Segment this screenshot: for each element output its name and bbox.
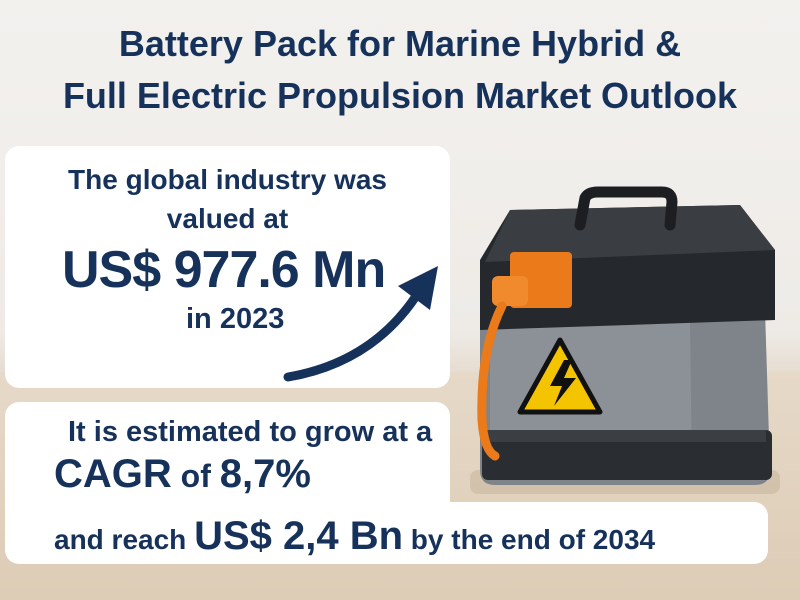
valuation-line1: The global industry was <box>68 164 387 195</box>
page-title-line2: Full Electric Propulsion Market Outlook <box>62 75 738 116</box>
connector-cable <box>477 301 507 461</box>
valuation-card <box>5 146 450 388</box>
battery-foot-top <box>488 430 766 442</box>
valuation-year: in 2023 <box>186 303 285 335</box>
valuation-line2: valued at <box>166 203 289 234</box>
connector-plug <box>492 276 528 306</box>
high-voltage-warning-icon <box>517 337 603 415</box>
valuation-amount: US$ 977.6 Mn <box>62 241 386 299</box>
battery-foot <box>482 430 772 480</box>
cagr-of: of <box>171 458 220 494</box>
reach-value: US$ 2,4 Bn <box>194 514 404 558</box>
cagr-line: CAGR of 8,7% <box>54 452 311 497</box>
reach-prefix: and reach <box>54 524 195 555</box>
battery-handle <box>574 186 678 231</box>
battery-lid-top <box>485 205 775 262</box>
growth-intro: It is estimated to grow at a <box>68 416 433 448</box>
cagr-label: CAGR <box>54 452 172 496</box>
forecast-line: and reach US$ 2,4 Bn by the end of 2034 <box>54 514 655 559</box>
forecast-card <box>5 502 768 564</box>
reach-suffix: by the end of 2034 <box>403 524 656 555</box>
page-title-line1: Battery Pack for Marine Hybrid & <box>118 23 682 64</box>
battery-pack-image <box>470 186 780 494</box>
cagr-value: 8,7% <box>219 452 311 496</box>
upward-trend-arrow-icon <box>283 266 438 382</box>
